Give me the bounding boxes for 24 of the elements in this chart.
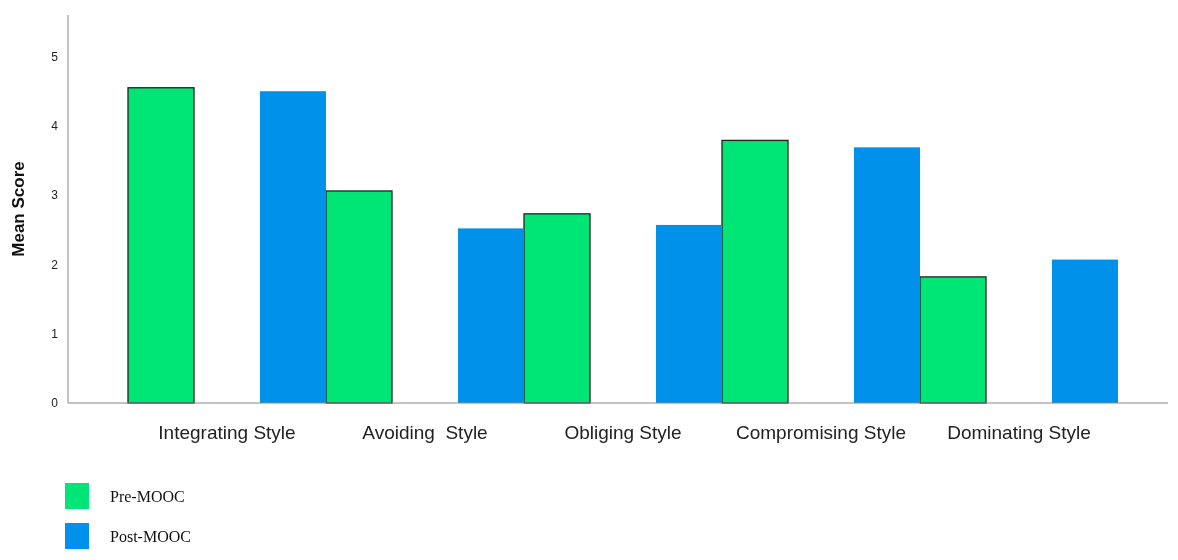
- bar: [1052, 259, 1118, 403]
- y-tick-label: 4: [51, 119, 59, 134]
- bar: [523, 213, 591, 404]
- legend-label: Pre-MOOC: [110, 487, 185, 505]
- bar: [721, 139, 789, 404]
- y-tick-label: 0: [51, 396, 59, 411]
- bar: [127, 87, 195, 404]
- y-tick-label: 3: [51, 188, 59, 203]
- y-axis-title: Mean Score: [9, 161, 28, 257]
- bar: [325, 190, 393, 404]
- x-tick-label: Obliging Style: [564, 422, 682, 443]
- x-tick-label: Integrating Style: [158, 422, 296, 443]
- bar: [919, 276, 987, 404]
- y-tick-label: 2: [51, 257, 59, 272]
- x-tick-label: Avoiding Style: [362, 422, 488, 443]
- y-tick-label: 5: [51, 49, 59, 64]
- x-tick-label: Dominating Style: [947, 422, 1091, 443]
- bar: [656, 224, 722, 403]
- bar: [854, 147, 920, 403]
- bar: [260, 91, 326, 403]
- legend-label: Post-MOOC: [110, 527, 191, 545]
- x-tick-label: Compromising Style: [736, 422, 906, 443]
- bar: [458, 228, 524, 403]
- y-tick-label: 1: [51, 326, 59, 341]
